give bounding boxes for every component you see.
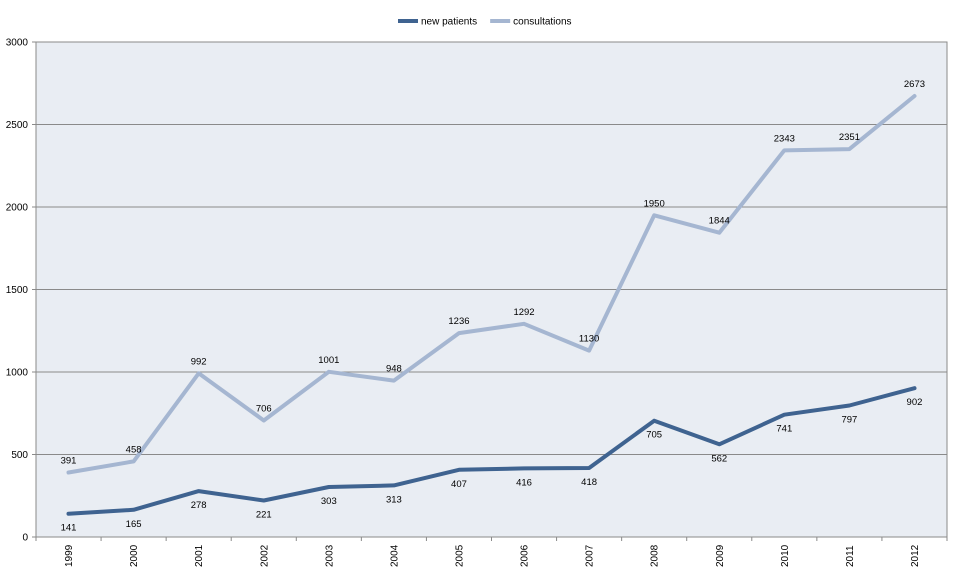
data-label: 2343: [774, 133, 795, 144]
data-label: 902: [907, 397, 923, 408]
x-tick-label: 2002: [259, 544, 270, 567]
gridlines: [36, 124, 947, 455]
legend-label: consultations: [513, 17, 571, 28]
x-tick-label: 2001: [194, 544, 205, 567]
data-label: 562: [711, 453, 727, 464]
data-label: 1292: [513, 307, 534, 318]
x-tick-label: 2010: [780, 544, 791, 567]
y-tick-label: 1500: [6, 285, 29, 296]
data-label: 391: [61, 455, 77, 466]
x-tick-label: 2000: [129, 544, 140, 567]
data-label: 303: [321, 496, 337, 507]
x-axis: 1999 2000 2001 2002 2003 2004 2005 2006 2007 2008…: [35, 537, 948, 567]
y-axis: 0 500 1000 1500 2000 2500 3000: [6, 38, 36, 544]
data-label: 705: [646, 430, 662, 441]
y-tick-label: 0: [22, 533, 28, 544]
data-label: 948: [386, 364, 402, 375]
series-line-consultations: [66, 94, 917, 475]
x-tick-label: 2012: [910, 544, 921, 567]
data-label: 1844: [709, 216, 730, 227]
data-label: 797: [841, 414, 857, 425]
data-label: 407: [451, 479, 467, 490]
data-label: 2351: [839, 132, 860, 143]
data-label: 1130: [579, 334, 599, 345]
data-label: 1001: [318, 355, 339, 366]
series-lines: [66, 94, 917, 516]
x-tick-label: 1999: [64, 544, 75, 567]
data-label: 1950: [644, 198, 665, 209]
y-tick-label: 3000: [6, 38, 29, 49]
data-label: 416: [516, 477, 532, 488]
y-tick-label: 2500: [6, 120, 29, 131]
x-tick-label: 2007: [585, 544, 596, 567]
data-label: 418: [581, 477, 597, 488]
x-tick-label: 2009: [715, 544, 726, 567]
data-label: 278: [191, 500, 207, 511]
x-tick-label: 2006: [520, 544, 531, 567]
data-label: 141: [61, 523, 77, 534]
series-line-new-patients: [66, 386, 917, 516]
x-tick-label: 2005: [454, 544, 465, 567]
data-label: 313: [386, 494, 402, 505]
x-tick-label: 2008: [650, 544, 661, 567]
data-label: 706: [256, 404, 272, 415]
data-label: 165: [126, 519, 142, 530]
data-label: 992: [191, 356, 207, 367]
x-tick-label: 2003: [324, 544, 335, 567]
y-tick-label: 2000: [6, 203, 29, 214]
y-tick-label: 500: [11, 450, 28, 461]
x-tick-label: 2004: [389, 544, 400, 567]
data-label: 741: [776, 424, 792, 435]
data-labels: 141 165 278 221 303 313 407 416 418 705 562 741 797 9…: [61, 79, 925, 534]
x-tick-label: 2011: [845, 545, 856, 567]
data-label: 2673: [904, 79, 925, 90]
legend-label: new patients: [421, 17, 477, 28]
y-tick-label: 1000: [6, 368, 29, 379]
data-label: 221: [256, 510, 272, 521]
legend: new patients consultations: [398, 17, 572, 28]
data-label: 458: [126, 444, 142, 455]
data-label: 1236: [448, 316, 469, 327]
